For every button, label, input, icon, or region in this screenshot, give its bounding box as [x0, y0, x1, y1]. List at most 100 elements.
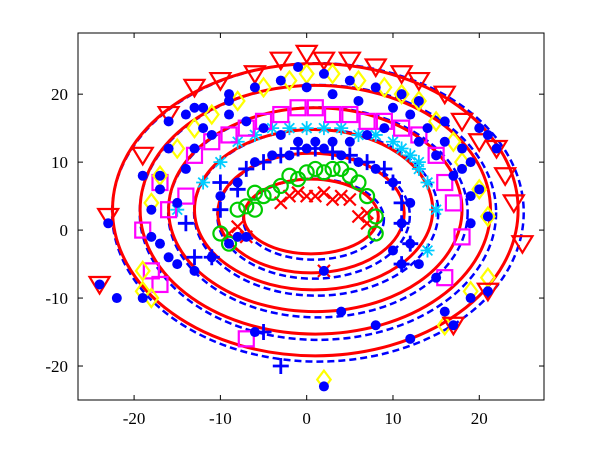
data-point-o [212, 225, 229, 242]
data-point-d [410, 90, 427, 112]
data-point-o [246, 201, 264, 218]
data-point-. [318, 68, 329, 79]
data-point-o [298, 164, 315, 181]
data-point-+ [238, 160, 255, 177]
data-point-o [272, 177, 289, 195]
data-point-s [134, 221, 152, 239]
data-point-s [289, 99, 307, 117]
data-point-. [103, 218, 114, 229]
data-point-d [471, 178, 488, 201]
data-point-. [206, 129, 217, 140]
data-point-. [379, 123, 390, 134]
data-point-. [180, 163, 191, 174]
data-point-+ [212, 174, 229, 191]
data-point-v [87, 275, 112, 296]
data-point-v [484, 139, 509, 160]
fit-ellipse-dashed [138, 83, 498, 342]
data-point-v [510, 235, 535, 255]
data-point-o [281, 167, 298, 184]
data-point-. [318, 265, 329, 276]
data-point-. [198, 123, 209, 134]
data-point-d [324, 62, 341, 85]
data-point-. [413, 136, 424, 147]
data-point-x [230, 219, 245, 234]
axes: -20 -10 0 10 20 -20 -10 0 10 20 [45, 33, 544, 428]
data-point-. [353, 157, 364, 168]
data-point-. [241, 116, 252, 127]
data-point-. [198, 102, 209, 113]
data-point-* [265, 121, 280, 136]
y-tick-label: -10 [45, 289, 68, 308]
data-point-v [294, 44, 319, 65]
data-point-. [396, 218, 407, 229]
data-point-* [351, 127, 366, 142]
data-point-. [284, 150, 295, 161]
data-point-d [169, 137, 186, 160]
data-point-o [367, 225, 384, 242]
data-point-d [255, 76, 272, 99]
data-point-. [293, 136, 304, 147]
data-point-. [267, 150, 278, 161]
data-point-s [436, 173, 454, 192]
data-point-. [206, 252, 217, 263]
data-point-s [272, 105, 290, 124]
data-point-. [154, 170, 165, 181]
data-point-* [247, 127, 262, 142]
data-point-. [482, 286, 493, 297]
data-point-. [189, 143, 200, 154]
data-point-. [405, 109, 416, 120]
data-point-d [393, 83, 410, 106]
data-point-+ [272, 358, 289, 375]
fit-ellipse-solid [216, 151, 406, 275]
data-point-* [316, 121, 331, 136]
data-point-. [215, 191, 226, 202]
data-point-. [422, 123, 433, 134]
data-point-. [465, 218, 476, 229]
data-point-s [323, 105, 342, 124]
data-point-. [111, 293, 122, 304]
data-point-v [501, 194, 526, 215]
data-point-o [229, 201, 246, 218]
data-point-d [479, 205, 497, 228]
data-point-x [325, 192, 340, 207]
data-point-v [467, 133, 492, 153]
data-point-. [405, 333, 416, 344]
data-point-s [151, 275, 169, 294]
data-point-. [146, 204, 157, 215]
data-point-* [429, 202, 444, 217]
fit-ellipse-solid [167, 106, 464, 314]
data-point-. [224, 109, 235, 120]
data-point-o [255, 188, 272, 205]
data-point-s [237, 330, 255, 348]
data-point-v [337, 51, 362, 72]
x-tick-label: -20 [123, 409, 146, 428]
data-point-. [258, 123, 269, 134]
data-point-* [420, 175, 435, 190]
data-point-* [299, 121, 314, 136]
data-point-. [172, 197, 183, 208]
data-point-s [393, 119, 411, 137]
data-point-d [203, 103, 220, 126]
data-point-x [334, 189, 348, 203]
data-point-v [96, 207, 121, 228]
x-tick-label: 0 [302, 409, 311, 428]
data-point-x [308, 189, 323, 203]
data-point-s [427, 146, 445, 164]
x-tick-label: 20 [471, 409, 488, 428]
data-point-o [307, 160, 324, 178]
data-point-* [334, 121, 349, 136]
data-point-x [317, 185, 331, 200]
data-point-* [196, 175, 211, 190]
data-point-s [177, 187, 195, 205]
data-point-* [368, 127, 383, 142]
data-point-. [232, 177, 243, 188]
data-point-s [453, 228, 471, 246]
data-point-. [189, 265, 200, 276]
data-point-v [156, 105, 181, 126]
data-point-. [431, 272, 442, 283]
data-point-. [318, 381, 329, 392]
data-point-+ [177, 215, 194, 232]
data-point-d [376, 76, 393, 99]
data-point-. [396, 89, 407, 100]
